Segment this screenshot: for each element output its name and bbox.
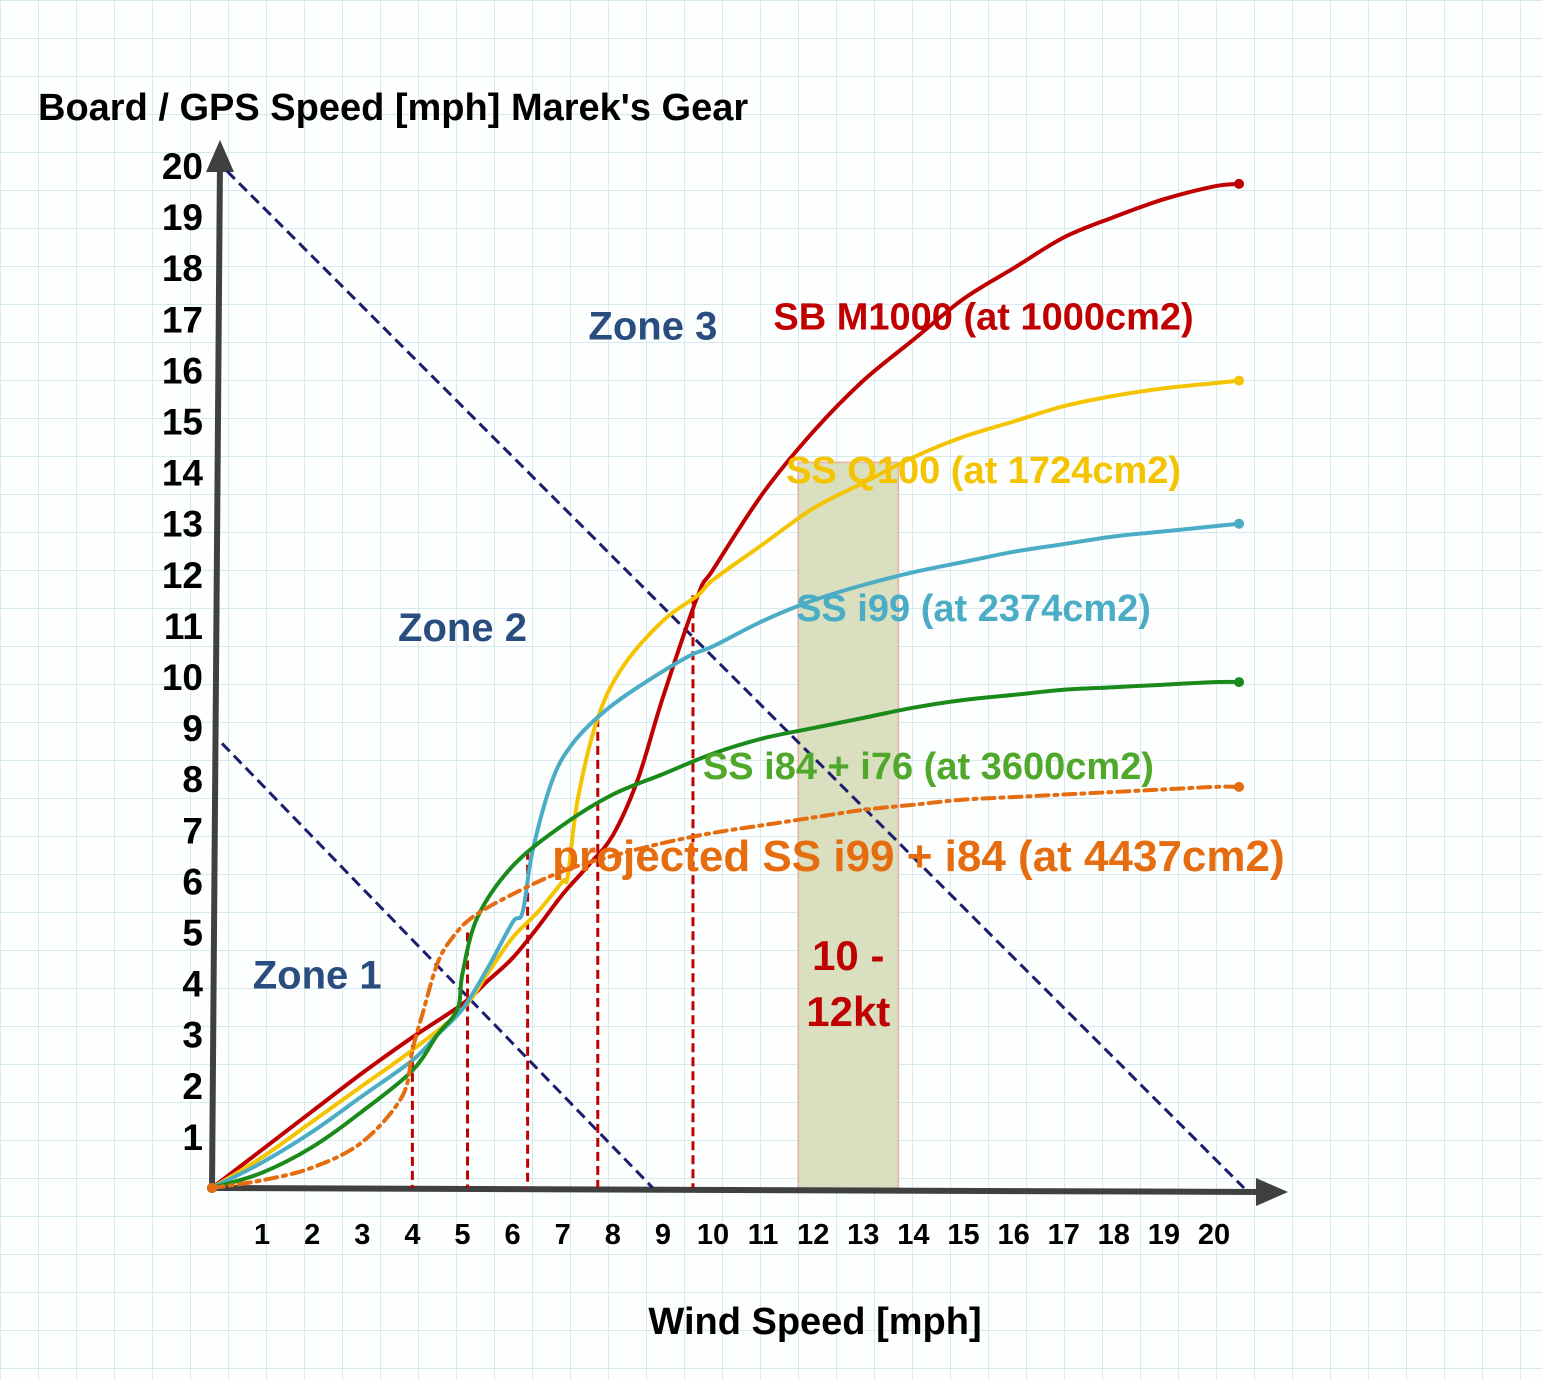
zone-label: Zone 1 (253, 954, 382, 998)
y-tick-label: 3 (182, 1015, 203, 1056)
zone-label: Zone 3 (588, 305, 717, 349)
x-tick-label: 10 (697, 1219, 729, 1251)
x-tick-label: 6 (505, 1219, 521, 1251)
x-tick-label: 12 (797, 1219, 829, 1251)
zone-boundary-2-3 (225, 170, 1246, 1190)
y-tick-label: 17 (162, 299, 203, 340)
x-tick-label: 16 (997, 1219, 1029, 1251)
x-tick-label: 11 (748, 1219, 779, 1251)
band-label-line1: 10 - (812, 932, 884, 979)
x-axis-arrow (1256, 1178, 1288, 1206)
series-start-point (207, 1183, 217, 1193)
x-tick-label: 4 (404, 1219, 420, 1251)
y-tick-label: 15 (162, 402, 203, 443)
series-end-point (1234, 178, 1245, 189)
y-tick-label: 10 (162, 657, 203, 698)
x-tick-label: 2 (304, 1219, 320, 1251)
series-line (210, 679, 1241, 1190)
y-tick-label: 8 (182, 759, 203, 800)
y-tick-label: 18 (162, 248, 203, 289)
x-tick-label: 5 (454, 1219, 470, 1251)
series-end-point (1234, 518, 1245, 529)
x-tick-label: 1 (254, 1219, 270, 1251)
wind-band-rect (797, 461, 900, 1189)
x-tick-label: 18 (1098, 1219, 1130, 1251)
y-tick-label: 6 (182, 861, 203, 902)
y-tick-label: 19 (162, 197, 203, 238)
y-tick-label: 5 (182, 913, 203, 954)
x-axis-label: Wind Speed [mph] (648, 1301, 981, 1343)
y-tick-label: 12 (162, 555, 203, 596)
x-tick-label: 8 (605, 1219, 621, 1251)
y-tick-label: 9 (182, 708, 203, 749)
y-tick-label: 2 (182, 1066, 203, 1107)
x-tick-label: 3 (354, 1219, 370, 1251)
y-axis-arrow (206, 140, 234, 172)
series-label: projected SS i99 + i84 (at 4437cm2) (552, 832, 1285, 881)
x-tick-label: 9 (655, 1219, 671, 1251)
series-end-point (1234, 375, 1245, 386)
x-tick-label: 19 (1148, 1219, 1180, 1251)
y-tick-label: 16 (162, 350, 203, 391)
zone-label: Zone 2 (398, 606, 527, 650)
y-axis-line (209, 159, 223, 1191)
y-tick-label: 13 (162, 504, 203, 545)
series-label: SS i99 (at 2374cm2) (796, 588, 1151, 630)
series-line (210, 784, 1241, 1190)
x-tick-label: 17 (1048, 1219, 1080, 1251)
x-tick-label: 14 (897, 1219, 929, 1251)
x-tick-label: 13 (847, 1219, 879, 1251)
x-tick-label: 7 (555, 1219, 571, 1251)
x-tick-label: 20 (1198, 1219, 1230, 1251)
y-tick-label: 14 (162, 453, 204, 494)
series-end-point (1234, 781, 1245, 792)
y-tick-label: 11 (164, 606, 203, 647)
chart-title: Board / GPS Speed [mph] Marek's Gear (38, 87, 748, 129)
x-axis-line (209, 1185, 1263, 1195)
y-tick-label: 7 (182, 810, 203, 851)
y-tick-label: 1 (182, 1117, 203, 1158)
band-label-line2: 12kt (806, 988, 890, 1035)
x-tick-label: 15 (947, 1219, 979, 1251)
series-label: SS Q100 (at 1724cm2) (786, 450, 1181, 492)
series-line (210, 181, 1241, 1190)
y-tick-label: 20 (162, 146, 203, 187)
series-label: SB M1000 (at 1000cm2) (773, 297, 1193, 339)
series-label: SS i84 + i76 (at 3600cm2) (703, 746, 1154, 788)
series-end-point (1234, 677, 1245, 688)
series-line (210, 521, 1241, 1190)
y-tick-label: 4 (182, 964, 203, 1005)
